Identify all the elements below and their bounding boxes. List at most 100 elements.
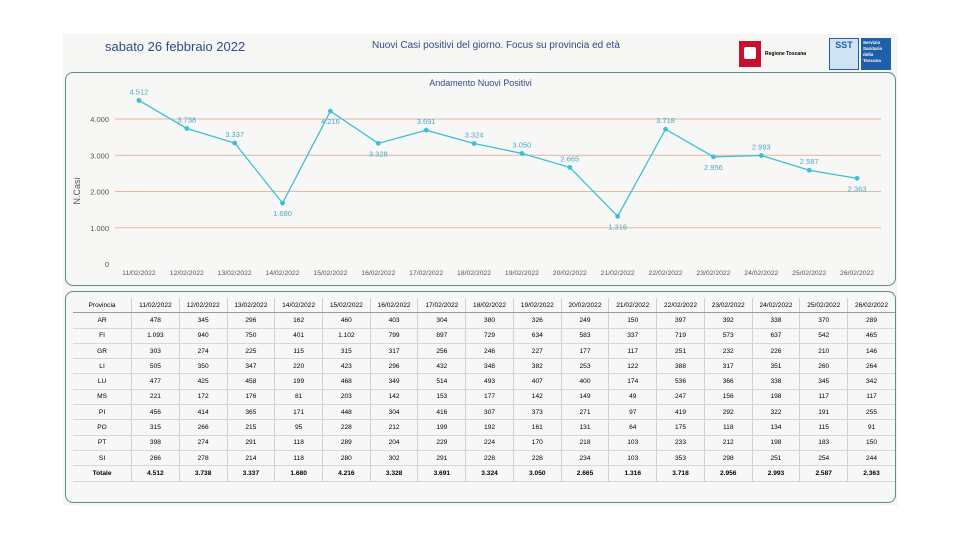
value-cell: 373 <box>512 404 562 421</box>
value-cell: 2.587 <box>799 465 848 482</box>
value-cell: 4.512 <box>131 465 180 482</box>
value-cell: 296 <box>369 358 418 375</box>
value-cell: 292 <box>703 404 753 421</box>
value-cell: 247 <box>656 389 705 406</box>
x-tick-label: 16/02/2022 <box>361 270 395 277</box>
data-label: 3.337 <box>225 130 244 139</box>
column-header-date: 26/02/2022 <box>847 298 895 314</box>
data-point <box>567 164 573 170</box>
value-cell: 266 <box>131 450 180 467</box>
value-cell: 3.328 <box>369 465 418 482</box>
x-tick-label: 20/02/2022 <box>553 270 587 277</box>
value-cell: 260 <box>799 358 848 375</box>
data-label: 2.993 <box>752 143 771 152</box>
value-cell: 251 <box>656 343 705 360</box>
x-tick-label: 19/02/2022 <box>505 270 539 277</box>
table-panel: Provincia 11/02/2022 12/02/2022 13/02/2022… <box>65 291 896 503</box>
value-cell: 634 <box>512 328 562 344</box>
value-cell: 3.691 <box>417 465 466 482</box>
value-cell: 382 <box>512 358 562 375</box>
column-header-provincia: Provincia <box>73 298 132 314</box>
data-label: 1.316 <box>608 222 627 231</box>
data-point <box>471 141 477 146</box>
value-cell: 289 <box>321 435 371 451</box>
value-cell: 224 <box>465 435 514 451</box>
value-cell: 1.102 <box>321 328 371 344</box>
value-cell: 397 <box>656 312 705 329</box>
value-cell: 174 <box>608 373 657 390</box>
value-cell: 176 <box>226 389 275 406</box>
value-cell: 162 <box>274 312 323 329</box>
value-cell: 317 <box>369 343 418 360</box>
value-cell: 95 <box>274 419 323 436</box>
table-row: PO 315 266 215 95 228 212 199 192 161 131 64 175 118 1… <box>73 419 895 436</box>
value-cell: 719 <box>656 328 705 344</box>
value-cell: 514 <box>417 373 466 390</box>
value-cell: 465 <box>847 328 895 344</box>
y-tick-label: 0 <box>105 260 109 269</box>
value-cell: 505 <box>131 358 180 375</box>
provincia-cell: Totale <box>73 465 132 482</box>
provincia-cell: LI <box>73 358 132 375</box>
series-line <box>138 99 858 218</box>
y-tick-label: 3.000 <box>90 151 109 160</box>
value-cell: 118 <box>274 435 323 451</box>
value-cell: 353 <box>656 450 705 467</box>
value-cell: 348 <box>465 358 514 375</box>
value-cell: 271 <box>560 404 609 421</box>
value-cell: 392 <box>703 312 753 329</box>
value-cell: 400 <box>560 373 609 390</box>
value-cell: 304 <box>417 312 466 329</box>
value-cell: 215 <box>226 419 275 436</box>
column-header-date: 21/02/2022 <box>608 298 657 314</box>
data-point <box>615 213 621 219</box>
provincia-cell: SI <box>73 450 132 467</box>
value-cell: 456 <box>131 404 180 421</box>
data-point <box>711 154 716 160</box>
value-cell: 226 <box>751 343 800 360</box>
data-point <box>519 151 525 156</box>
value-cell: 64 <box>608 419 657 436</box>
value-cell: 170 <box>512 435 562 451</box>
value-cell: 122 <box>608 358 657 375</box>
x-tick-label: 13/02/2022 <box>218 270 252 277</box>
provincia-cell: FI <box>73 328 132 344</box>
report-date: sabato 26 febbraio 2022 <box>105 39 246 54</box>
value-cell: 115 <box>799 419 848 436</box>
value-cell: 274 <box>178 343 228 360</box>
value-cell: 345 <box>178 312 228 329</box>
value-cell: 229 <box>417 435 466 451</box>
column-header-date: 15/02/2022 <box>321 298 371 314</box>
table-row: LI 505 350 347 220 423 296 432 348 382 253 122 388 31… <box>73 358 895 375</box>
value-cell: 304 <box>369 404 418 421</box>
value-cell: 1.316 <box>608 465 657 482</box>
table-row: PI 456 414 365 171 448 304 416 307 373 271 97 419 292… <box>73 404 895 421</box>
value-cell: 251 <box>751 450 800 467</box>
provincia-cell: GR <box>73 343 132 360</box>
value-cell: 729 <box>465 328 514 344</box>
value-cell: 228 <box>321 419 371 436</box>
regione-toscana-logo: Regione Toscana <box>739 40 809 68</box>
column-header-date: 11/02/2022 <box>131 298 180 314</box>
value-cell: 227 <box>512 343 562 360</box>
value-cell: 232 <box>703 343 753 360</box>
value-cell: 416 <box>417 404 466 421</box>
value-cell: 401 <box>274 328 323 344</box>
value-cell: 289 <box>847 312 895 329</box>
value-cell: 2.363 <box>847 465 895 482</box>
value-cell: 3.050 <box>512 465 562 482</box>
value-cell: 315 <box>321 343 371 360</box>
value-cell: 199 <box>417 419 466 436</box>
value-cell: 117 <box>847 389 895 406</box>
value-cell: 342 <box>847 373 895 390</box>
x-tick-label: 18/02/2022 <box>457 270 491 277</box>
value-cell: 388 <box>656 358 705 375</box>
sst-logo: SST Servizio Sanitario della Toscana <box>829 38 891 70</box>
regione-toscana-emblem-icon <box>739 41 761 67</box>
value-cell: 350 <box>178 358 228 375</box>
value-cell: 97 <box>608 404 657 421</box>
data-point <box>806 167 812 173</box>
x-tick-label: 25/02/2022 <box>792 270 826 277</box>
value-cell: 351 <box>751 358 800 375</box>
data-label: 3.691 <box>417 117 436 126</box>
